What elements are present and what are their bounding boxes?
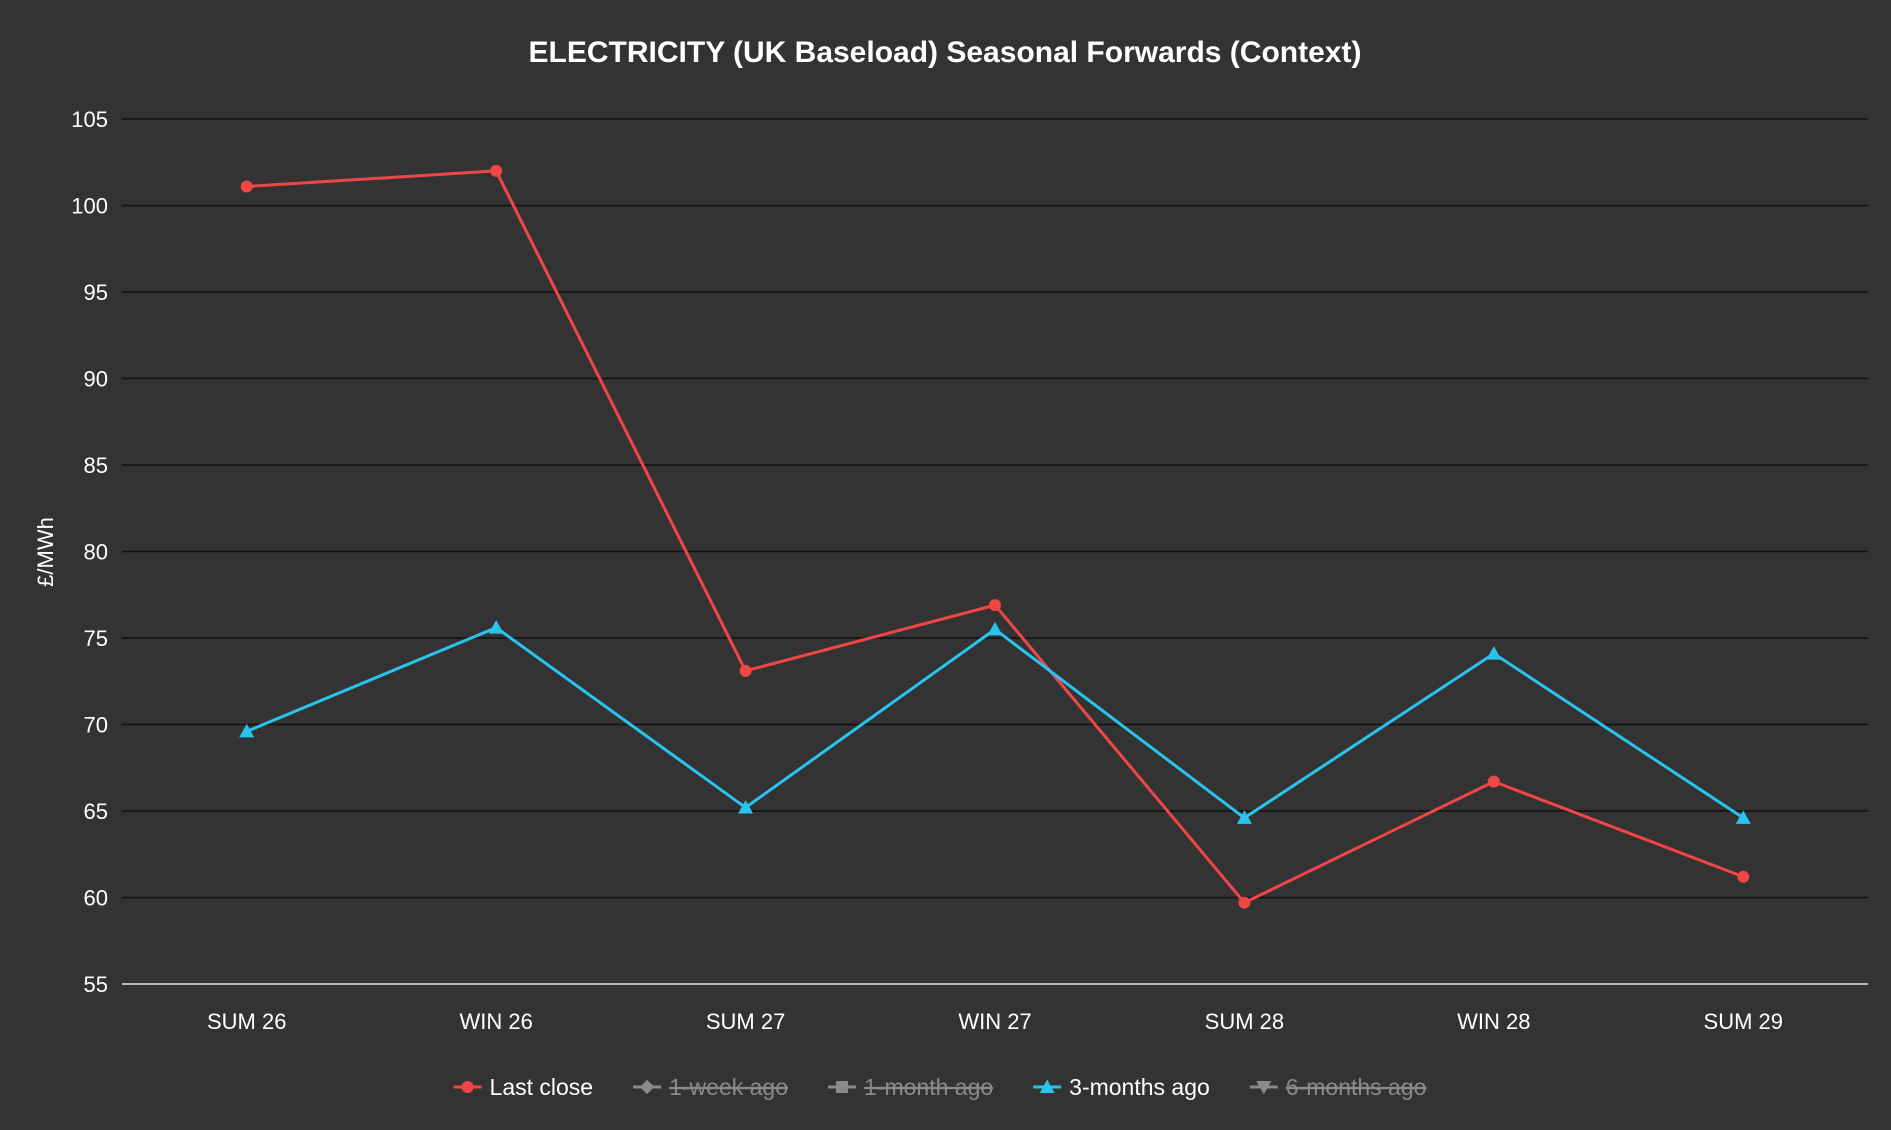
data-point <box>488 620 504 634</box>
legend-marker-circle <box>461 1081 474 1093</box>
x-tick-label: SUM 29 <box>1704 1009 1783 1034</box>
data-point <box>1737 870 1750 883</box>
data-point <box>239 723 255 738</box>
y-tick-label: 85 <box>84 453 108 478</box>
data-point <box>1236 810 1252 824</box>
data-point <box>987 621 1003 636</box>
legend-label: 1-week ago <box>669 1074 788 1100</box>
data-point <box>1735 810 1751 824</box>
legend-label: 1-month ago <box>864 1074 993 1100</box>
x-tick-label: WIN 28 <box>1457 1009 1530 1034</box>
series-line <box>246 169 1744 905</box>
chart-title: ELECTRICITY (UK Baseload) Seasonal Forwa… <box>529 36 1362 69</box>
legend-label: 6-months ago <box>1286 1074 1427 1100</box>
y-tick-label: 75 <box>84 626 108 651</box>
y-tick-label: 60 <box>84 886 108 911</box>
legend-label: 3-months ago <box>1069 1074 1210 1100</box>
data-point <box>1238 896 1251 909</box>
series-lines <box>239 164 1751 909</box>
series-line <box>246 626 1745 820</box>
y-tick-label: 90 <box>84 367 108 392</box>
legend-item-6-months-ago[interactable]: 6-months ago <box>1249 1074 1427 1100</box>
legend-item-1-month-ago[interactable]: 1-month ago <box>828 1074 993 1100</box>
axes: 55 60 65 70 75 80 85 90 95 100 105 SUM 26 WIN 26 SUM … <box>71 107 1783 1034</box>
data-point <box>1487 775 1500 788</box>
x-tick-label: SUM 27 <box>706 1009 785 1034</box>
legend-item-1-week-ago[interactable]: 1-week ago <box>633 1074 788 1100</box>
data-point <box>490 164 503 177</box>
y-axis-title: £/MWh <box>33 517 58 587</box>
y-tick-label: 100 <box>71 194 108 219</box>
y-tick-label: 65 <box>84 799 108 824</box>
data-point <box>738 800 754 814</box>
data-point <box>989 599 1001 612</box>
legend-marker-diamond <box>639 1079 655 1095</box>
legend: Last close 1-week ago 1-month ago 3-months … <box>453 1074 1427 1100</box>
data-point <box>1486 646 1502 660</box>
y-tick-label: 55 <box>84 972 108 997</box>
series-3-months-ago <box>239 620 1751 824</box>
series-last-close <box>240 164 1750 909</box>
y-tick-label: 70 <box>84 713 108 738</box>
legend-label: Last close <box>490 1074 594 1100</box>
data-point <box>240 180 253 193</box>
x-tick-label: SUM 26 <box>207 1009 286 1034</box>
legend-marker-triangle <box>1039 1079 1055 1093</box>
gridlines <box>122 118 1868 985</box>
legend-marker-triangle-down <box>1256 1081 1272 1095</box>
data-point <box>739 664 752 677</box>
x-tick-label: WIN 27 <box>958 1009 1031 1034</box>
x-tick-label: WIN 26 <box>459 1009 532 1034</box>
y-tick-label: 95 <box>84 280 108 305</box>
legend-item-last-close[interactable]: Last close <box>453 1074 594 1100</box>
y-tick-label: 80 <box>84 540 108 565</box>
x-tick-label: SUM 28 <box>1205 1009 1284 1034</box>
y-tick-label: 105 <box>71 107 108 132</box>
legend-item-3-months-ago[interactable]: 3-months ago <box>1033 1074 1210 1100</box>
legend-marker-square <box>836 1081 849 1093</box>
